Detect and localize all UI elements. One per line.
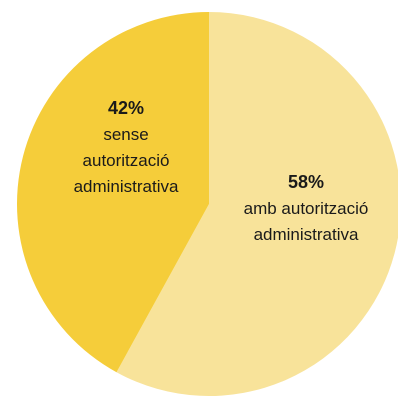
pie-slice-1	[116, 12, 398, 396]
pie-labels: 58% amb autorització administrativa 42% sens…	[74, 98, 369, 244]
pie-slice-2	[16, 12, 209, 373]
slice-label-1: 58% amb autorització administrativa	[244, 172, 369, 244]
pie-slices	[16, 12, 398, 396]
slice-label-line-2-3: administrativa	[74, 177, 179, 196]
slice-percent-1: 58%	[288, 172, 324, 192]
slice-label-2: 42% sense autorització administrativa	[74, 98, 179, 196]
slice-label-line-2-1: sense	[103, 125, 148, 144]
slice-percent-2: 42%	[108, 98, 144, 118]
slice-label-line-1-2: administrativa	[254, 225, 359, 244]
slice-label-line-1-1: amb autorització	[244, 199, 369, 218]
slice-label-line-2-2: autorització	[83, 151, 170, 170]
